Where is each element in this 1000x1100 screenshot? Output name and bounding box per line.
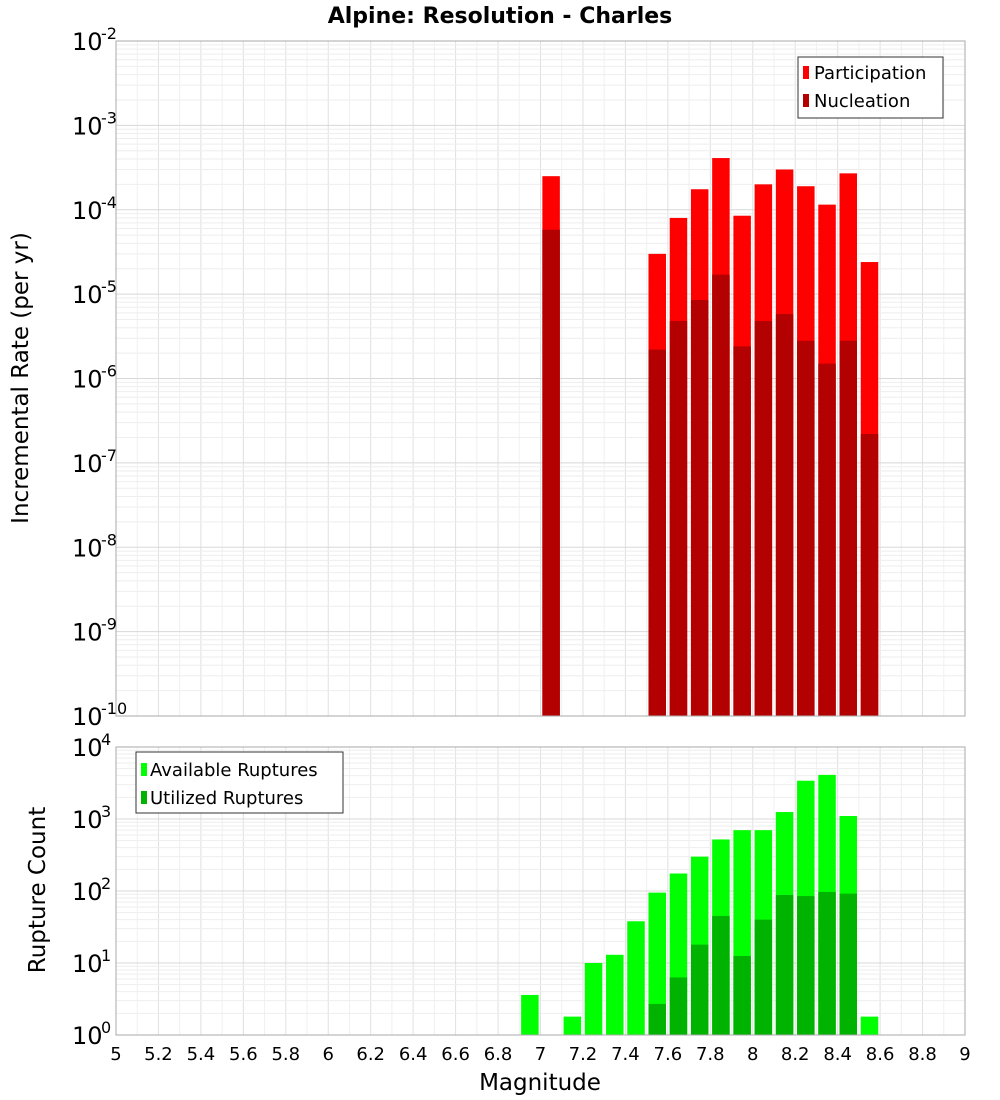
x-tick-label: 8.8	[908, 1044, 937, 1065]
top-y-tick-exponent: -7	[101, 446, 117, 465]
x-tick-label: 6.8	[484, 1044, 513, 1065]
bottom-y-tick-label: 10	[72, 734, 103, 762]
x-tick-label: 9	[959, 1044, 970, 1065]
top-y-axis-title: Incremental Rate (per yr)	[8, 232, 34, 524]
x-tick-label: 5.8	[271, 1044, 300, 1065]
bottom-y-tick-label: 10	[72, 1022, 103, 1050]
bottom-bar-utilized	[818, 891, 836, 1035]
bottom-bar-utilized	[690, 944, 709, 1035]
x-tick-label: 6.4	[399, 1044, 428, 1065]
x-tick-label: 7.2	[569, 1044, 598, 1065]
x-tick-label: 7.4	[611, 1044, 640, 1065]
bottom-bar-utilized	[775, 894, 794, 1035]
top-y-tick-exponent: -2	[101, 24, 117, 43]
bottom-bar-utilized	[669, 977, 688, 1035]
top-bar-nucleation	[669, 321, 688, 716]
legend-label-available: Available Ruptures	[150, 760, 318, 781]
x-tick-label: 8.4	[823, 1044, 852, 1065]
bottom-bar-available	[606, 954, 624, 1035]
x-tick-label: 7.8	[696, 1044, 725, 1065]
x-tick-label: 5.4	[187, 1044, 216, 1065]
top-bar-nucleation	[754, 321, 773, 716]
top-y-tick-label: 10	[72, 281, 103, 309]
legend-swatch-participation	[803, 66, 809, 79]
bottom-bar-available	[860, 1016, 879, 1035]
x-tick-label: 5	[110, 1044, 121, 1065]
x-tick-label: 5.6	[229, 1044, 258, 1065]
x-tick-label: 8.6	[866, 1044, 895, 1065]
bottom-plot-border	[115, 746, 966, 1036]
top-bar-nucleation	[690, 300, 709, 716]
top-y-tick-exponent: -3	[101, 108, 117, 127]
legend-label-participation: Participation	[814, 63, 926, 84]
bottom-y-tick-exponent: 4	[101, 730, 111, 749]
bottom-bar-available	[627, 921, 645, 1035]
top-y-tick-exponent: -9	[101, 615, 117, 634]
bottom-bar-available	[563, 1016, 582, 1035]
top-y-tick-exponent: -8	[101, 530, 117, 549]
chart-title: Alpine: Resolution - Charles	[328, 4, 673, 29]
top-y-tick-label: 10	[72, 703, 103, 731]
top-bar-nucleation	[797, 340, 815, 716]
bottom-bar-available	[648, 892, 666, 1035]
legend-swatch-utilized	[141, 791, 147, 804]
top-y-tick-label: 10	[72, 366, 103, 394]
x-tick-label: 6.6	[441, 1044, 470, 1065]
x-tick-label: 7.6	[654, 1044, 683, 1065]
bottom-bar-available	[584, 963, 603, 1035]
bottom-y-tick-exponent: 0	[101, 1018, 111, 1037]
x-tick-label: 8.2	[781, 1044, 810, 1065]
bottom-bar-utilized	[648, 1003, 666, 1035]
top-bar-nucleation	[818, 363, 836, 716]
x-tick-label: 6.2	[356, 1044, 385, 1065]
top-bar-nucleation	[860, 433, 879, 716]
x-tick-label: 6	[323, 1044, 334, 1065]
bottom-bar-utilized	[839, 893, 858, 1035]
top-y-tick-label: 10	[72, 450, 103, 478]
legend-available-utilized: Available Ruptures Utilized Ruptures	[135, 751, 344, 814]
x-axis-title: Magnitude	[479, 1070, 601, 1096]
legend-swatch-available	[141, 763, 147, 776]
legend-swatch-nucleation	[803, 94, 809, 107]
top-bar-nucleation	[733, 346, 751, 716]
top-y-tick-label: 10	[72, 28, 103, 56]
bottom-y-axis-title: Rupture Count	[25, 807, 51, 973]
x-tick-label: 7	[535, 1044, 546, 1065]
bottom-bar-utilized	[733, 956, 751, 1035]
top-y-tick-exponent: -4	[101, 193, 117, 212]
bottom-y-tick-exponent: 2	[101, 874, 111, 893]
top-y-tick-exponent: -6	[101, 362, 117, 381]
top-plot-border	[115, 40, 966, 717]
bottom-bar-available	[521, 994, 539, 1035]
bottom-y-tick-label: 10	[72, 806, 103, 834]
legend-label-nucleation: Nucleation	[814, 91, 910, 112]
top-bar-nucleation	[542, 229, 560, 717]
bottom-bar-utilized	[797, 896, 815, 1035]
bottom-y-tick-label: 10	[72, 950, 103, 978]
legend-label-utilized: Utilized Ruptures	[150, 788, 303, 809]
top-bar-nucleation	[775, 314, 794, 716]
bottom-y-tick-exponent: 1	[101, 946, 111, 965]
top-y-tick-label: 10	[72, 197, 103, 225]
top-y-tick-exponent: -10	[101, 699, 127, 718]
x-tick-label: 5.2	[144, 1044, 173, 1065]
top-y-tick-label: 10	[72, 112, 103, 140]
bottom-y-tick-label: 10	[72, 878, 103, 906]
top-y-tick-label: 10	[72, 534, 103, 562]
top-bar-nucleation	[839, 340, 858, 716]
legend-participation-nucleation: Participation Nucleation	[797, 56, 944, 119]
bottom-y-tick-exponent: 3	[101, 802, 111, 821]
top-bar-nucleation	[648, 349, 666, 716]
bottom-bar-utilized	[712, 915, 730, 1035]
bottom-bar-utilized	[754, 919, 773, 1035]
x-tick-label: 8	[747, 1044, 758, 1065]
top-bar-nucleation	[712, 274, 730, 716]
top-y-tick-label: 10	[72, 619, 103, 647]
top-y-tick-exponent: -5	[101, 277, 117, 296]
